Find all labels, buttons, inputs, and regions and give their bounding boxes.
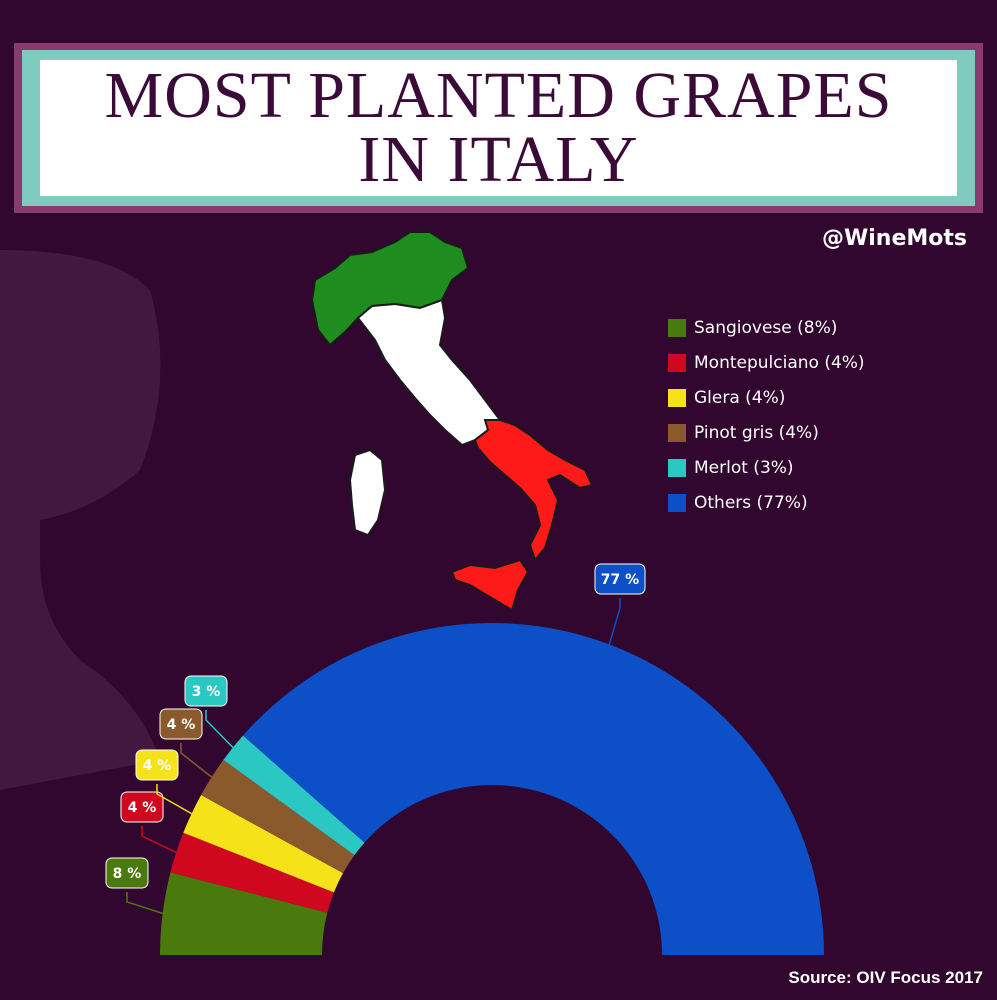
- callout-leader-line: [156, 784, 192, 815]
- chart-slice: [242, 622, 824, 955]
- legend-swatch: [668, 423, 686, 442]
- italy-north-green: [310, 231, 470, 347]
- callout-leader-line: [608, 598, 621, 645]
- chart-slice: [170, 832, 334, 913]
- legend-item: Others (77%): [668, 485, 865, 520]
- legend-label: Glera (4%): [694, 387, 786, 408]
- callout-leader-line: [141, 826, 177, 854]
- chart-slice: [160, 872, 328, 955]
- legend-swatch: [668, 353, 686, 372]
- legend-label: Pinot gris (4%): [694, 422, 819, 443]
- legend-swatch: [668, 493, 686, 512]
- italy-south-red: [450, 419, 594, 612]
- page-title: MOST PLANTED GRAPES IN ITALY: [104, 59, 893, 196]
- data-label: 77 %: [601, 572, 639, 588]
- callout-box: [135, 749, 179, 781]
- callout-box: [120, 791, 164, 823]
- callout-box: [105, 857, 149, 889]
- legend-swatch: [668, 318, 686, 337]
- data-label: 4 %: [128, 800, 157, 816]
- legend-label: Sangiovese (8%): [694, 317, 838, 338]
- legend-item: Sangiovese (8%): [668, 310, 865, 345]
- chart-slice: [223, 735, 365, 856]
- legend-item: Montepulciano (4%): [668, 345, 865, 380]
- legend-item: Pinot gris (4%): [668, 415, 865, 450]
- legend-swatch: [668, 458, 686, 477]
- legend-item: Merlot (3%): [668, 450, 865, 485]
- chart-legend: Sangiovese (8%) Montepulciano (4%) Glera…: [668, 310, 865, 520]
- callout-box: [594, 563, 646, 595]
- data-label: 4 %: [167, 717, 196, 733]
- source-note: Source: OIV Focus 2017: [788, 968, 983, 987]
- callout-box: [159, 708, 203, 740]
- legend-label: Montepulciano (4%): [694, 352, 865, 373]
- callout-leader-line: [180, 743, 213, 778]
- data-label: 4 %: [143, 758, 172, 774]
- callout-leader-line: [205, 710, 234, 748]
- callout-leader-line: [126, 892, 163, 915]
- title-box: MOST PLANTED GRAPES IN ITALY: [40, 60, 957, 196]
- callout-box: [184, 675, 228, 707]
- data-label: 8 %: [113, 866, 142, 882]
- legend-label: Others (77%): [694, 492, 808, 513]
- social-handle: @WineMots: [822, 226, 968, 251]
- chart-slice: [201, 759, 355, 874]
- legend-swatch: [668, 388, 686, 407]
- chart-slice: [183, 795, 344, 893]
- legend-item: Glera (4%): [668, 380, 865, 415]
- legend-label: Merlot (3%): [694, 457, 794, 478]
- data-label: 3 %: [192, 684, 221, 700]
